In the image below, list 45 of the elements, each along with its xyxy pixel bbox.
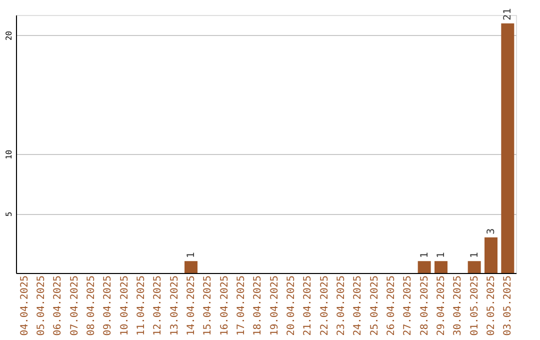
x-tick-label: 05.04.2025 xyxy=(36,276,47,336)
y-tick-label: 5 xyxy=(4,211,14,216)
x-tick-label: 09.04.2025 xyxy=(102,276,114,336)
x-tick-label: 08.04.2025 xyxy=(86,276,97,336)
x-tick-label: 01.05.2025 xyxy=(469,276,480,336)
x-tick-label: 15.04.2025 xyxy=(202,276,214,336)
y-tick-label: 10 xyxy=(4,150,14,160)
x-tick-label: 11.04.2025 xyxy=(136,276,147,336)
data-label: 3 xyxy=(486,228,497,234)
x-tick-label: 19.04.2025 xyxy=(269,276,280,336)
bar xyxy=(434,261,448,273)
x-tick-label: 10.04.2025 xyxy=(119,276,130,336)
x-tick-label: 04.04.2025 xyxy=(19,276,30,336)
x-tick-label: 20.04.2025 xyxy=(286,276,297,336)
bar xyxy=(418,261,431,273)
x-tick-label: 25.04.2025 xyxy=(369,276,380,336)
data-label: 1 xyxy=(186,252,197,258)
x-tick-label: 07.04.2025 xyxy=(69,276,80,336)
x-tick-label: 22.04.2025 xyxy=(319,276,330,336)
x-tick-label: 30.04.2025 xyxy=(452,276,464,336)
x-tick-label: 24.04.2025 xyxy=(352,276,364,336)
data-label: 21 xyxy=(502,8,514,20)
bar xyxy=(468,261,481,273)
data-label: 1 xyxy=(419,252,430,258)
x-tick-label: 26.04.2025 xyxy=(386,276,397,336)
x-tick-label: 29.04.2025 xyxy=(436,276,447,336)
data-label: 1 xyxy=(469,252,480,258)
x-tick-label: 14.04.2025 xyxy=(186,276,197,336)
x-tick-label: 28.04.2025 xyxy=(419,276,430,336)
x-tick-label: 13.04.2025 xyxy=(169,276,180,336)
x-tick-label: 23.04.2025 xyxy=(336,276,347,336)
x-tick-label: 03.05.2025 xyxy=(502,276,514,336)
bar xyxy=(484,237,498,273)
x-tick-label: 17.04.2025 xyxy=(236,276,247,336)
x-tick-label: 27.04.2025 xyxy=(402,276,414,336)
x-tick-label: 06.04.2025 xyxy=(52,276,64,336)
bar xyxy=(184,261,198,273)
data-label: 1 xyxy=(436,252,447,258)
x-tick-label: 02.05.2025 xyxy=(486,276,497,336)
y-tick-label: 20 xyxy=(4,30,14,41)
x-tick-label: 12.04.2025 xyxy=(152,276,164,336)
x-tick-label: 16.04.2025 xyxy=(219,276,230,336)
bar xyxy=(501,23,514,273)
x-tick-label: 18.04.2025 xyxy=(252,276,264,336)
x-tick-label: 21.04.2025 xyxy=(302,276,314,336)
